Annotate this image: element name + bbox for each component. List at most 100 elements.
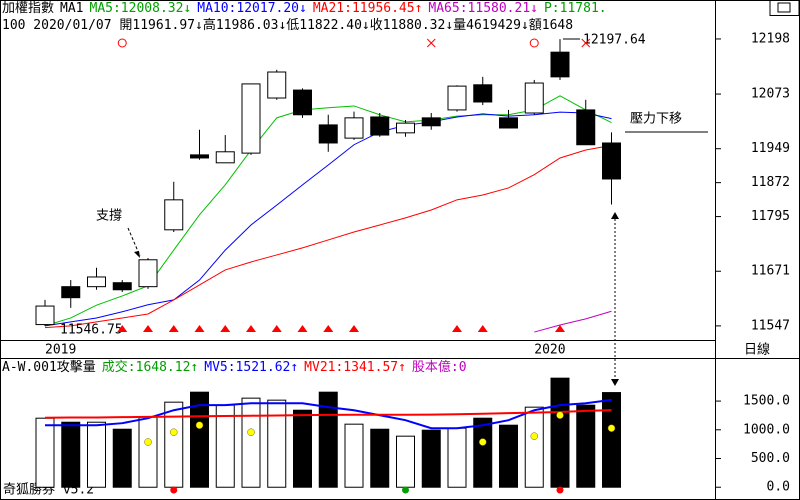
annotation: 支撐 (96, 209, 122, 224)
signal-triangle (117, 325, 128, 332)
volume-bar (576, 404, 596, 488)
header-item: MA10:12017.20↓ (197, 1, 307, 16)
volume-bar (215, 404, 235, 488)
volume-bar (370, 428, 390, 488)
signal-triangle (220, 325, 231, 332)
low-label: 11546.75 (60, 323, 123, 338)
volume-bar (164, 401, 184, 488)
indicator-dot (195, 421, 204, 429)
candle-body (524, 82, 544, 114)
line-series (45, 398, 612, 430)
header-item: MA5:12008.32↓ (89, 1, 192, 16)
indicator-dot (170, 428, 178, 436)
candle-body (61, 286, 81, 299)
indicator-dot (479, 438, 487, 446)
y-tick-label: 12198 (751, 31, 790, 46)
signal-triangle (555, 325, 565, 332)
signal-dot (402, 486, 409, 494)
header-item: MA21:11956.45↑ (312, 1, 423, 16)
header-item: A-W.001攻擊量 (2, 360, 96, 375)
period-label: 日線 (744, 342, 770, 358)
signal-dot (170, 486, 178, 494)
signal-dot (556, 486, 564, 494)
candle-body (396, 122, 415, 134)
signal-cross (426, 38, 436, 48)
signal-triangle (349, 325, 359, 332)
window-button[interactable] (769, 0, 800, 16)
volume-bar (524, 406, 544, 488)
candle-body (215, 151, 235, 164)
signal-triangle (477, 325, 488, 332)
price-subheader: 100 2020/01/07 開11961.97↓高11986.03↓低1182… (2, 18, 574, 33)
y-tick-label: 11795 (751, 209, 790, 224)
candle-body (267, 71, 287, 99)
candle-body (318, 124, 338, 144)
signal-circle (117, 38, 127, 48)
indicator-dot (607, 424, 616, 432)
candle-body (164, 199, 184, 231)
candle-body (499, 117, 518, 129)
header-item: 加權指數 (2, 1, 55, 16)
candle-body (421, 117, 441, 127)
y-tick-label: 11949 (751, 141, 790, 156)
candle-body (550, 51, 570, 78)
y-tick-label: 11547 (751, 318, 790, 333)
signal-triangle (452, 325, 462, 332)
header-item: MV21:1341.57↑ (304, 360, 406, 375)
price-header: 加權指數 MA1 MA5:12008.32↓ MA10:12017.20↓ MA21:1… (2, 0, 714, 17)
candle-body (87, 276, 106, 288)
volume-bar (61, 421, 81, 488)
signal-triangle (297, 325, 308, 332)
x-tick-label: 2020 (534, 343, 565, 358)
signal-triangle (143, 325, 153, 332)
header-item: 股本億:0 (411, 360, 467, 375)
candle-body (293, 89, 312, 116)
indicator-dot (530, 432, 538, 440)
header-item: MA65:11580.21↓ (428, 1, 538, 16)
volume-header: A-W.001攻擊量 成交:1648.12↑ MV5:1521.62↑ MV21:13… (2, 359, 714, 376)
indicator-dot (144, 438, 152, 446)
volume-bar (35, 417, 55, 488)
annotation: 壓力下移 (630, 112, 682, 127)
line-series (44, 409, 612, 419)
header-item: MA1 (60, 1, 84, 16)
line-series (534, 310, 612, 333)
volume-bar (241, 397, 261, 488)
signal-circle (529, 38, 539, 48)
volume-bar (112, 428, 132, 488)
guide-arrowhead (611, 379, 619, 386)
line-series (44, 95, 612, 327)
y-tick-label: 1000.0 (743, 422, 790, 437)
signal-triangle (271, 325, 282, 332)
volume-bar (318, 391, 338, 488)
candle-body (112, 282, 132, 291)
signal-triangle (168, 325, 179, 332)
volume-bar (396, 435, 415, 488)
y-tick-label: 1500.0 (743, 394, 790, 409)
header-item: MV5:1521.62↑ (204, 360, 299, 375)
annotation-arrowhead (134, 251, 140, 258)
volume-bar (602, 392, 621, 488)
window-button-icon (777, 2, 791, 13)
candle-body (35, 305, 55, 326)
guide-arrowhead (611, 212, 619, 219)
candle-body (602, 142, 621, 180)
volume-bar (447, 427, 467, 488)
volume-bar (550, 377, 570, 488)
x-tick-label: 2019 (45, 343, 76, 358)
volume-bar (421, 429, 441, 488)
candle-body (447, 85, 467, 111)
y-tick-label: 11671 (751, 264, 790, 279)
header-item: 成交:1648.12↑ (101, 360, 199, 375)
volume-bar (473, 417, 493, 488)
candle-body (576, 109, 596, 146)
high-label: 12197.64 (583, 33, 646, 48)
y-tick-label: 12073 (751, 87, 790, 102)
indicator-dot (247, 428, 255, 436)
signal-cross (581, 38, 591, 48)
volume-bar (138, 416, 158, 488)
candle-body (190, 154, 209, 159)
y-tick-label: 500.0 (751, 451, 790, 466)
